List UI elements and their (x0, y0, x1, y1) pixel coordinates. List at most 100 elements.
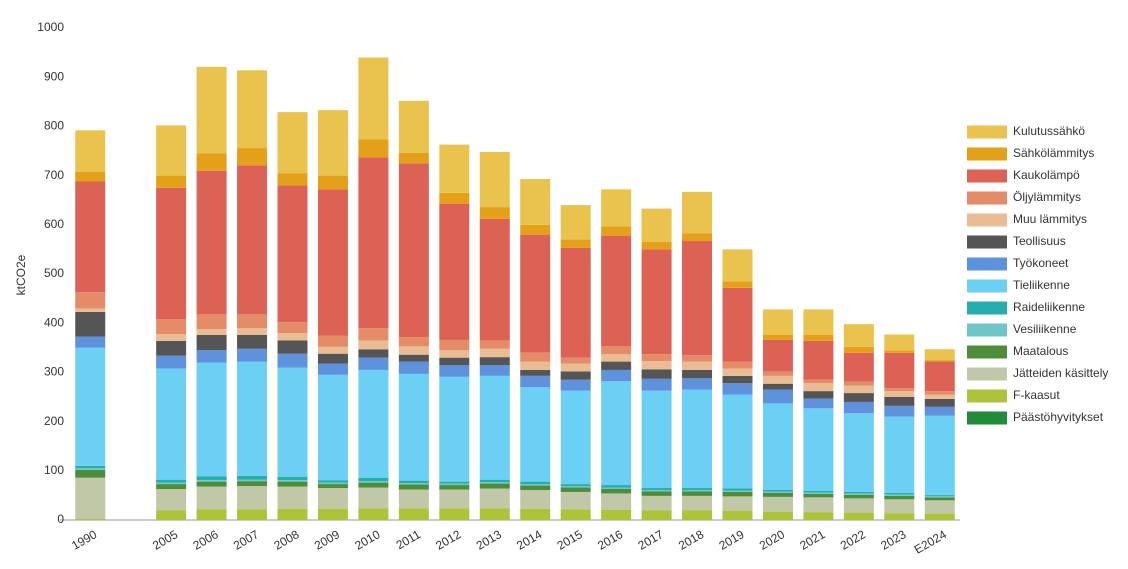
bar-segment (722, 490, 753, 492)
bar-segment (196, 362, 227, 477)
bar-segment (924, 361, 955, 392)
bar-segment (317, 110, 348, 176)
legend-label: Päästöhyvitykset (1013, 410, 1104, 424)
bar-segment (277, 173, 308, 186)
bar-segment (884, 397, 915, 406)
legend-label: Raideliikenne (1013, 300, 1085, 314)
bar-segment (924, 349, 955, 361)
x-tick-label: 2017 (636, 527, 666, 553)
bar-segment (843, 352, 874, 382)
bar-segment (277, 333, 308, 341)
bar-segment (317, 482, 348, 485)
bar-segment (358, 508, 389, 520)
bar-segment (156, 510, 187, 520)
bar-segment (884, 405, 915, 417)
bar-segment (277, 185, 308, 323)
bar-segment (560, 205, 591, 240)
bar-segment (439, 144, 470, 193)
bar-segment (237, 328, 268, 336)
x-tick-label: E2024 (912, 527, 949, 557)
bar-segment (803, 398, 834, 409)
bar-segment (479, 479, 510, 483)
bar-segment (641, 208, 672, 243)
bar-segment (358, 482, 389, 488)
bar-segment (277, 480, 308, 482)
bar-segment (641, 369, 672, 379)
bar-segment (803, 408, 834, 491)
bar-segment (196, 486, 227, 510)
bar-segment (601, 235, 632, 347)
bar-segment (722, 287, 753, 362)
legend-label: Muu lämmitys (1013, 212, 1087, 226)
bar-segment (803, 490, 834, 493)
bar-segment (277, 367, 308, 477)
bar-segment (317, 363, 348, 375)
bar-segment (317, 335, 348, 347)
bar-segment (924, 500, 955, 514)
bar-segment (560, 357, 591, 364)
legend-swatch (967, 367, 1007, 381)
bar-segment (317, 346, 348, 354)
legend-swatch (967, 345, 1007, 359)
bar-segment (75, 171, 106, 182)
bar-segment (803, 512, 834, 520)
x-tick-label: 2007 (231, 527, 261, 553)
bar-segment (722, 488, 753, 491)
bar-segment (398, 484, 429, 490)
x-tick-label: 2023 (878, 527, 908, 553)
legend-swatch (967, 279, 1007, 293)
y-tick-label: 0 (57, 512, 64, 526)
legend-swatch (967, 257, 1007, 271)
bar-segment (682, 355, 713, 362)
bar-segment (722, 281, 753, 288)
legend-label: Kaukolämpö (1013, 168, 1080, 182)
bar-segment (924, 391, 955, 395)
bar-segment (762, 371, 793, 376)
bar-segment (479, 483, 510, 489)
legend-swatch (967, 301, 1007, 315)
bar-segment (641, 361, 672, 370)
bar-segment (439, 489, 470, 509)
bar-segment (196, 329, 227, 336)
bar-segment (722, 375, 753, 384)
legend-label: Työkoneet (1013, 256, 1069, 270)
bar-segment (156, 368, 187, 480)
x-tick-label: 2005 (150, 527, 180, 553)
bar-segment (924, 497, 955, 501)
bar-segment (479, 357, 510, 366)
y-tick-label: 800 (44, 119, 64, 133)
bar-segment (75, 181, 106, 293)
bar-segment (358, 487, 389, 509)
x-tick-label: 2018 (676, 527, 706, 553)
bar-segment (601, 485, 632, 488)
legend-label: Öljylämmitys (1013, 190, 1081, 204)
bar-segment (237, 481, 268, 487)
x-tick-label: 2013 (474, 527, 504, 553)
x-tick-label: 2010 (352, 527, 382, 553)
x-tick-label: 2008 (271, 527, 301, 553)
bar-segment (803, 391, 834, 399)
bar-segment (75, 465, 106, 469)
bar-segment (843, 413, 874, 492)
y-axis-label: ktCO2e (14, 254, 28, 295)
bar-segment (398, 508, 429, 520)
legend-swatch (967, 147, 1007, 161)
bar-segment (196, 170, 227, 315)
x-tick-label: 2015 (555, 527, 585, 553)
bar-segment (156, 484, 187, 490)
bar-segment (237, 475, 268, 480)
bar-segment (601, 493, 632, 510)
bar-segment (439, 481, 470, 484)
bar-segment (560, 379, 591, 391)
bar-segment (601, 361, 632, 370)
bar-segment (884, 352, 915, 389)
legend-label: Maatalous (1013, 344, 1068, 358)
bar-segment (156, 340, 187, 356)
bar-segment (884, 492, 915, 495)
bar-segment (601, 346, 632, 355)
bar-segment (156, 482, 187, 485)
bar-segment (237, 486, 268, 510)
bar-segment (398, 346, 429, 355)
bar-segment (196, 481, 227, 487)
